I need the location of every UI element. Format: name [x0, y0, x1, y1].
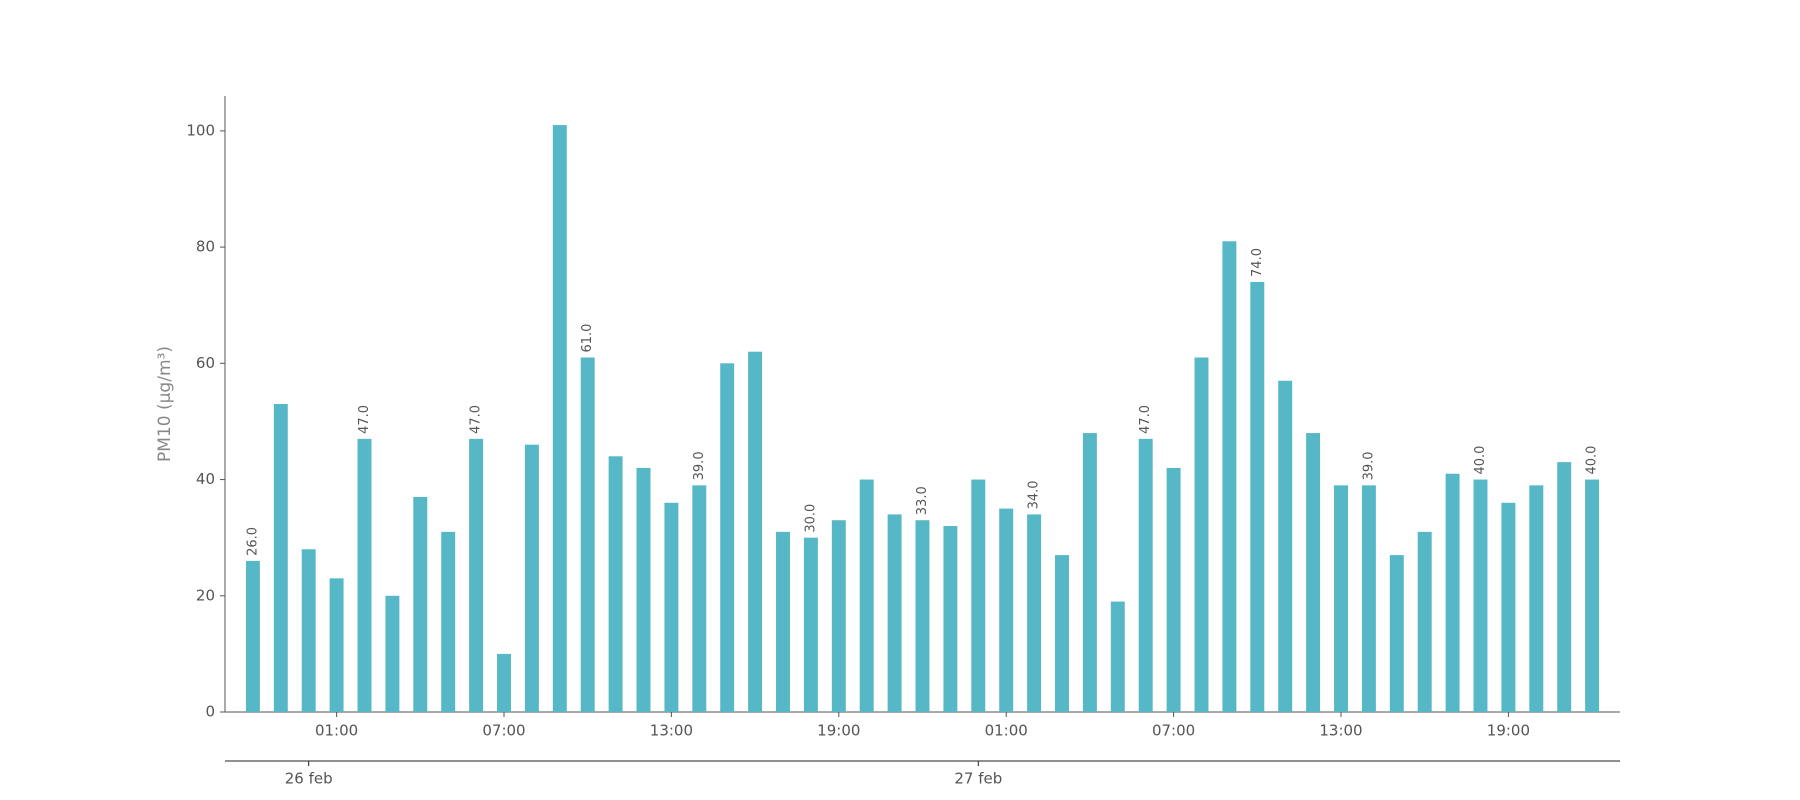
bar — [497, 653, 511, 712]
bar — [1194, 357, 1209, 712]
x-tick-label: 13:00 — [650, 722, 693, 740]
value-label: 47.0 — [469, 405, 484, 434]
value-label: 33.0 — [915, 486, 930, 515]
bar — [1222, 241, 1237, 712]
x-tick-label: 01:00 — [315, 722, 358, 740]
x-group-label: 27 feb — [954, 770, 1002, 788]
bar — [1585, 479, 1600, 712]
value-label: 39.0 — [692, 451, 707, 480]
bar — [776, 531, 790, 712]
x-tick-label: 19:00 — [817, 722, 860, 740]
bar — [301, 549, 316, 712]
bar — [1445, 473, 1460, 712]
y-tick-label: 80 — [196, 238, 215, 256]
bar — [1417, 531, 1432, 712]
value-label: 39.0 — [1361, 451, 1376, 480]
value-label: 40.0 — [1585, 446, 1600, 475]
value-label: 40.0 — [1473, 446, 1488, 475]
value-label: 47.0 — [357, 405, 372, 434]
y-tick-label: 0 — [205, 703, 215, 721]
bar — [831, 520, 846, 712]
bar — [1278, 380, 1293, 712]
y-tick-label: 60 — [196, 354, 215, 372]
bar — [692, 485, 707, 712]
bar — [524, 444, 539, 712]
value-label: 47.0 — [1138, 405, 1153, 434]
bar — [1529, 485, 1544, 712]
bar — [859, 479, 874, 712]
bar — [385, 595, 400, 712]
x-group-label: 26 feb — [285, 770, 333, 788]
value-label: 61.0 — [580, 324, 595, 353]
bar — [1501, 502, 1516, 712]
bar — [943, 526, 958, 712]
bar — [1082, 433, 1097, 712]
y-tick-label: 20 — [196, 586, 215, 604]
bar — [1138, 438, 1153, 712]
bar — [1557, 462, 1572, 712]
bar — [329, 578, 344, 712]
bar — [1110, 601, 1125, 712]
bar — [999, 508, 1014, 712]
value-label: 26.0 — [245, 527, 260, 556]
bar — [357, 438, 372, 712]
bar — [413, 496, 428, 712]
bar — [273, 404, 288, 712]
bar — [552, 125, 567, 713]
x-tick-label: 01:00 — [985, 722, 1028, 740]
x-tick-label: 07:00 — [1152, 722, 1195, 740]
bar — [1306, 433, 1321, 712]
y-tick-label: 40 — [196, 470, 215, 488]
bar — [1334, 485, 1348, 712]
value-label: 30.0 — [803, 504, 818, 533]
bar — [803, 537, 818, 712]
y-tick-label: 100 — [186, 121, 215, 139]
bar — [441, 531, 456, 712]
bar — [1473, 479, 1488, 712]
bar — [1361, 485, 1376, 712]
x-tick-label: 19:00 — [1487, 722, 1530, 740]
bar — [580, 357, 595, 712]
bar — [971, 479, 986, 712]
bar — [748, 351, 763, 712]
bar — [887, 514, 902, 712]
value-label: 74.0 — [1250, 248, 1265, 277]
bar — [1166, 467, 1181, 712]
value-label: 34.0 — [1027, 480, 1042, 509]
bar — [1250, 281, 1265, 712]
bar — [245, 560, 260, 712]
bar — [1027, 514, 1042, 712]
y-axis-title: PM10 (μg/m³) — [155, 346, 175, 462]
bar — [1055, 555, 1069, 712]
x-tick-label: 13:00 — [1319, 722, 1362, 740]
bar — [636, 467, 651, 712]
x-tick-label: 07:00 — [482, 722, 525, 740]
bar — [915, 520, 930, 712]
bar — [664, 502, 679, 712]
bar — [1389, 555, 1404, 712]
bar — [469, 438, 484, 712]
bar — [720, 363, 735, 712]
bar — [608, 456, 623, 712]
